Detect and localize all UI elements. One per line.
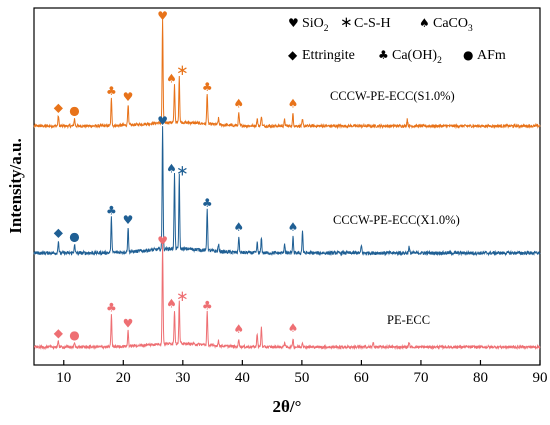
series-label: CCCW-PE-ECC(S1.0%) — [330, 89, 455, 103]
x-axis-ticks: 10 20 30 40 50 60 70 80 90 — [56, 360, 548, 386]
legend-label: CaCO3 — [433, 16, 473, 34]
phase-markers: ◆ ●♣ ♥♥♠ ∗♣♠ ♠◆ ●♣♥♥♠ ∗♣♠ ♠◆ ●♣♥♥♠ ∗♣♠ ♠ — [54, 9, 299, 342]
legend-item-heart: ♥ SiO2 — [288, 16, 329, 34]
club-icon: ♣ — [378, 48, 389, 62]
phase-marker-spade: ♠ — [233, 220, 244, 234]
phase-marker-circle: ● — [69, 229, 79, 243]
legend-label: C-S-H — [354, 16, 391, 31]
legend-item-spade: ♠ CaCO3 — [419, 16, 473, 34]
x-tick-label: 70 — [413, 370, 428, 386]
heart-icon: ♥ — [288, 16, 299, 30]
plot-frame — [33, 7, 541, 366]
series-label: PE-ECC — [387, 313, 430, 327]
phase-marker-circle: ● — [69, 104, 79, 118]
series-traces — [33, 19, 541, 351]
phase-marker-asterisk: ∗ — [176, 162, 189, 180]
phase-marker-heart: ♥ — [157, 114, 168, 128]
legend-item-asterisk: ∗ C-S-H — [340, 13, 391, 31]
x-tick-label: 60 — [354, 370, 369, 386]
phase-marker-club: ♣ — [202, 80, 213, 94]
phase-marker-spade: ♠ — [288, 97, 299, 111]
phase-marker-spade: ♠ — [166, 72, 177, 86]
y-axis-title: Intensity/a.u. — [6, 138, 25, 233]
legend-label: Ca(OH)2 — [392, 48, 442, 66]
phase-marker-diamond: ◆ — [54, 226, 64, 240]
series-label: CCCW-PE-ECC(X1.0%) — [333, 213, 460, 227]
phase-marker-spade: ♠ — [288, 321, 299, 335]
legend-label: Ettringite — [302, 48, 355, 63]
phase-marker-circle: ● — [69, 328, 79, 342]
phase-marker-asterisk: ∗ — [176, 61, 189, 79]
x-tick-label: 80 — [473, 370, 488, 386]
phase-marker-club: ♣ — [106, 203, 117, 217]
legend-label: AFm — [477, 48, 506, 63]
x-tick-label: 90 — [533, 370, 548, 386]
x-tick-label: 50 — [294, 370, 309, 386]
legend: ♥ SiO2 ∗ C-S-H ♠ CaCO3 ◆ Ettringite ♣ Ca(OH)2 ● AFm — [288, 13, 506, 66]
phase-marker-club: ♣ — [106, 301, 117, 315]
phase-marker-spade: ♠ — [233, 322, 244, 336]
series-labels: CCCW-PE-ECC(S1.0%) CCCW-PE-ECC(X1.0%) PE-E… — [330, 89, 460, 327]
phase-marker-club: ♣ — [202, 196, 213, 210]
phase-marker-heart: ♥ — [123, 213, 134, 227]
legend-label: SiO2 — [302, 16, 329, 34]
series-line — [33, 126, 541, 257]
circle-icon: ● — [463, 48, 473, 62]
x-tick-label: 30 — [175, 370, 190, 386]
series-line — [33, 244, 541, 351]
x-tick-label: 40 — [235, 370, 250, 386]
x-axis-title: 2θ/° — [273, 397, 302, 416]
phase-marker-club: ♣ — [202, 299, 213, 313]
spade-icon: ♠ — [419, 16, 430, 30]
legend-item-circle: ● AFm — [463, 48, 506, 63]
phase-marker-heart: ♥ — [157, 234, 168, 248]
phase-marker-heart: ♥ — [123, 316, 134, 330]
x-tick-label: 10 — [56, 370, 71, 386]
phase-marker-heart: ♥ — [157, 9, 168, 23]
phase-marker-spade: ♠ — [166, 297, 177, 311]
phase-marker-heart: ♥ — [123, 90, 134, 104]
phase-marker-club: ♣ — [106, 84, 117, 98]
legend-item-club: ♣ Ca(OH)2 — [378, 48, 442, 66]
x-tick-label: 20 — [116, 370, 131, 386]
phase-marker-spade: ♠ — [166, 162, 177, 176]
phase-marker-spade: ♠ — [233, 97, 244, 111]
phase-marker-asterisk: ∗ — [176, 287, 189, 305]
legend-item-diamond: ◆ Ettringite — [288, 48, 355, 63]
series-line — [33, 19, 541, 130]
diamond-icon: ◆ — [288, 48, 298, 62]
phase-marker-spade: ♠ — [288, 220, 299, 234]
phase-marker-diamond: ◆ — [54, 101, 64, 115]
phase-marker-diamond: ◆ — [54, 326, 64, 340]
asterisk-icon: ∗ — [340, 13, 353, 31]
